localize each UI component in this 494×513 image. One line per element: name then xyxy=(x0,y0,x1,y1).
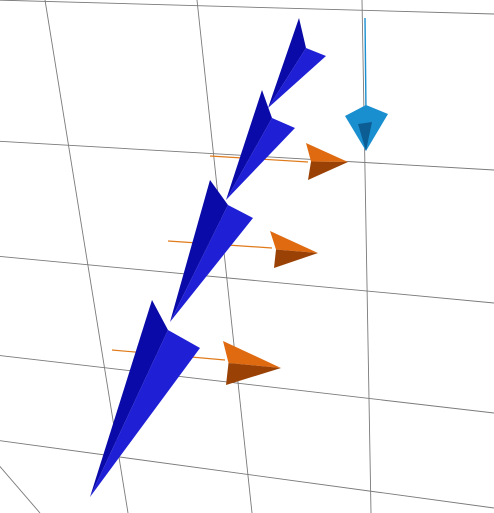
cyan-arrow-1-shaft xyxy=(364,17,367,113)
orange-arrow-2-head-bottom xyxy=(274,249,318,268)
blue-cone-3-face xyxy=(226,118,295,200)
blue-cone-1-shade xyxy=(90,300,168,497)
grid-line-v-4 xyxy=(361,0,372,513)
grid-line-h-3 xyxy=(0,256,494,304)
blue-cone-1 xyxy=(90,300,200,497)
cyan-arrow-1 xyxy=(345,17,388,151)
blue-cone-3 xyxy=(226,90,295,200)
orange-arrow-1-head-top xyxy=(306,143,348,162)
orange-arrow-1-head-bottom xyxy=(308,161,348,180)
cyan-arrow-group xyxy=(345,17,388,151)
cyan-arrow-1-head-shade xyxy=(358,122,372,151)
blue-cone-2-face xyxy=(170,205,253,322)
blue-cone-4-shade xyxy=(268,18,306,108)
grid-line-v-1 xyxy=(0,465,41,513)
grid-line-h-1 xyxy=(0,0,494,15)
orange-arrow-3-head-top xyxy=(223,341,281,368)
grid-line-h-4 xyxy=(0,355,494,414)
blue-cone-2-shade xyxy=(170,180,228,322)
blue-cone-2 xyxy=(170,180,253,322)
blue-cone-4 xyxy=(268,18,326,108)
orange-arrow-1 xyxy=(209,143,348,180)
grid-line-v-3 xyxy=(196,0,253,513)
orange-arrow-2-head-top xyxy=(270,231,318,253)
blue-cone-1-face xyxy=(90,330,200,497)
grid-line-h-5 xyxy=(0,440,494,509)
blue-cone-4-face xyxy=(268,48,326,108)
orange-arrow-3-head-bottom xyxy=(226,363,281,385)
blue-cone-group xyxy=(90,18,326,497)
blue-cone-3-shade xyxy=(226,90,272,200)
